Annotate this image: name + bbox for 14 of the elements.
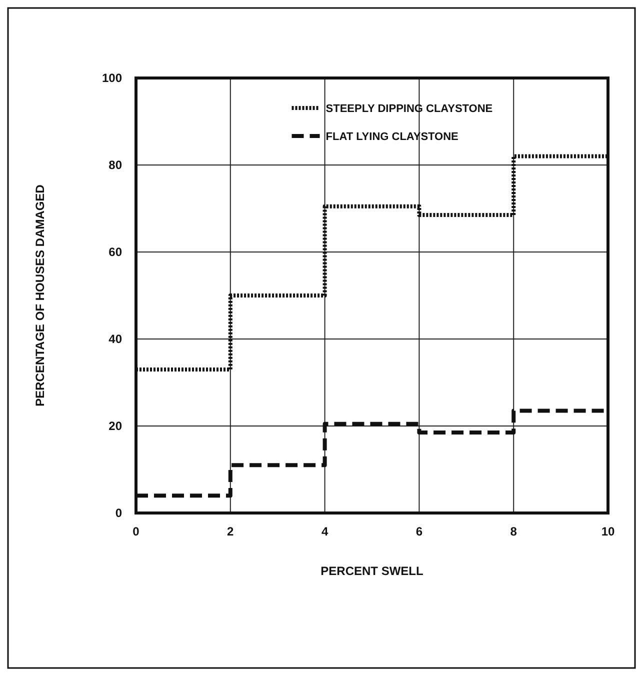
x-tick-label: 0 xyxy=(132,524,140,539)
x-tick-label: 6 xyxy=(416,524,423,539)
y-tick-label: 80 xyxy=(108,158,122,172)
y-tick-label: 60 xyxy=(108,244,122,259)
x-tick-label: 8 xyxy=(510,524,518,539)
x-axis-title: PERCENT SWELL xyxy=(320,564,424,578)
y-tick-label: 100 xyxy=(102,70,122,85)
y-tick-label: 0 xyxy=(115,506,122,520)
x-tick-label: 10 xyxy=(601,524,615,539)
y-axis-title: PERCENTAGE OF HOUSES DAMAGED xyxy=(33,184,47,406)
y-tick-label: 20 xyxy=(108,418,122,433)
x-tick-label: 4 xyxy=(321,524,328,539)
y-tick-label: 40 xyxy=(108,332,122,346)
x-tick-label: 2 xyxy=(227,524,234,539)
